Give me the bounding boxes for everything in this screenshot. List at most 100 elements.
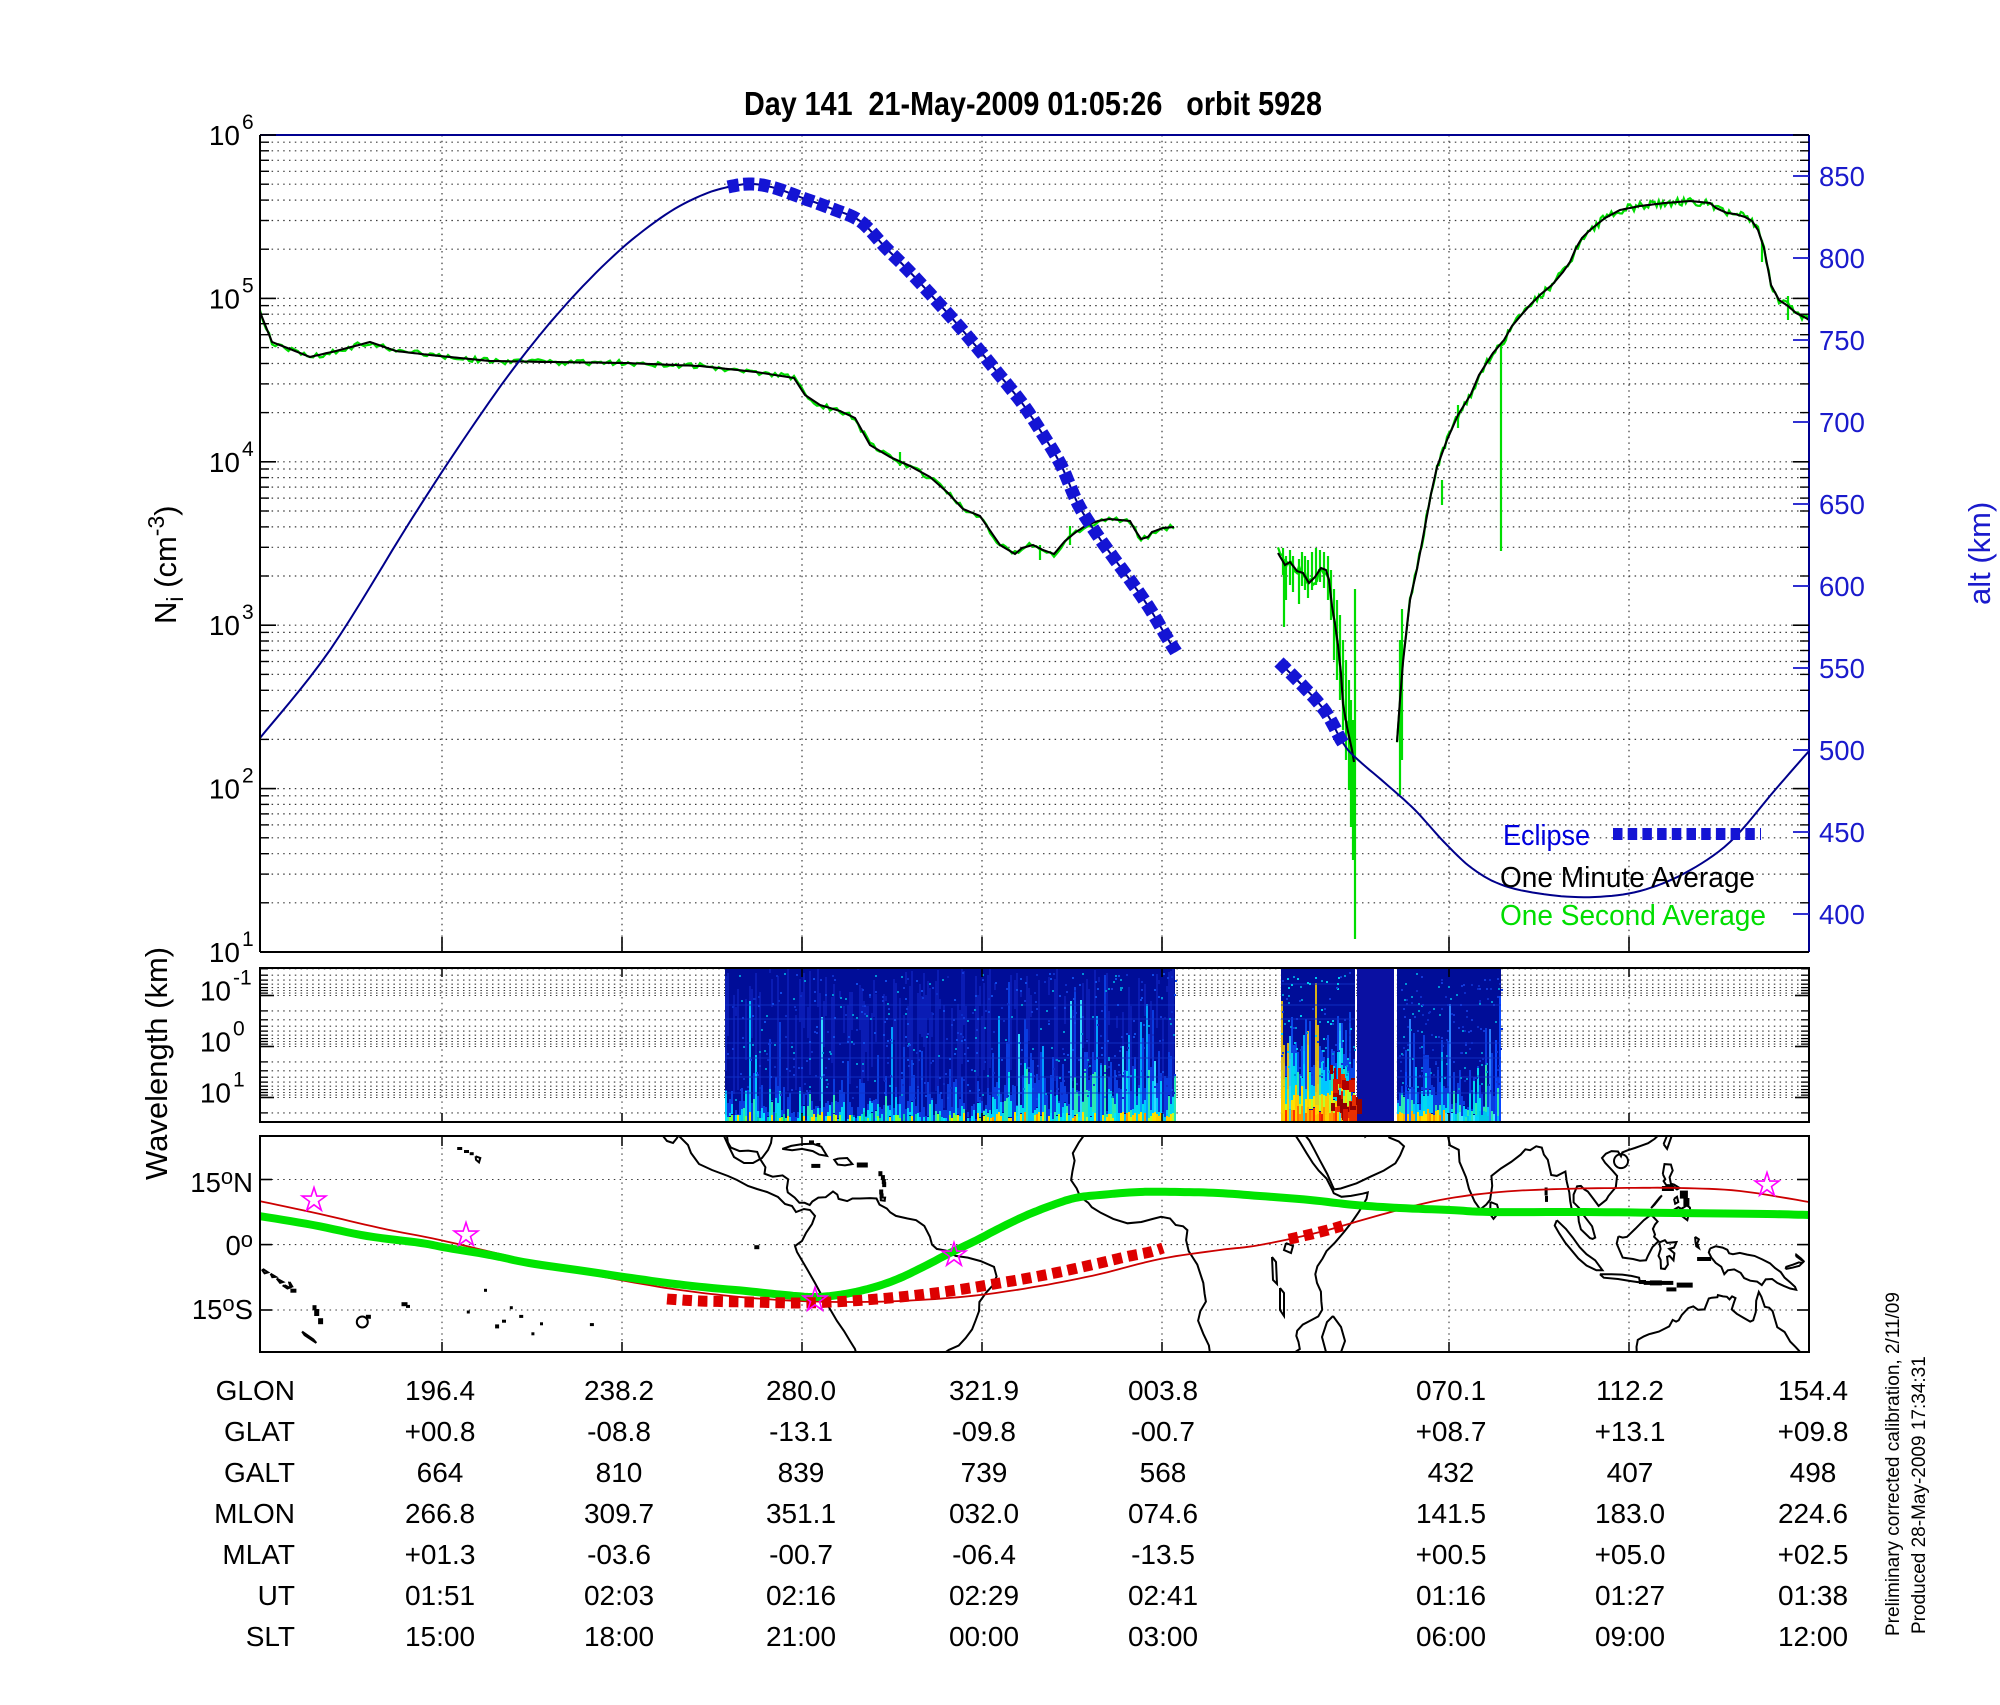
svg-text:-13.5: -13.5 — [1131, 1539, 1195, 1570]
svg-text:01:27: 01:27 — [1595, 1580, 1665, 1611]
svg-text:06:00: 06:00 — [1416, 1621, 1486, 1652]
svg-text:196.4: 196.4 — [405, 1375, 475, 1406]
svg-text:183.0: 183.0 — [1595, 1498, 1665, 1529]
svg-text:10: 10 — [209, 120, 240, 151]
svg-text:407: 407 — [1607, 1457, 1654, 1488]
svg-text:10: 10 — [200, 1027, 231, 1058]
svg-text:02:16: 02:16 — [766, 1580, 836, 1611]
svg-text:+08.7: +08.7 — [1416, 1416, 1487, 1447]
svg-text:02:41: 02:41 — [1128, 1580, 1198, 1611]
svg-text:01:51: 01:51 — [405, 1580, 475, 1611]
svg-text:10: 10 — [209, 774, 240, 805]
svg-text:+02.5: +02.5 — [1778, 1539, 1849, 1570]
svg-text:One Minute Average: One Minute Average — [1500, 862, 1755, 894]
svg-text:02:29: 02:29 — [949, 1580, 1019, 1611]
svg-text:+00.8: +00.8 — [405, 1416, 476, 1447]
svg-text:15:00: 15:00 — [405, 1621, 475, 1652]
svg-text:+05.0: +05.0 — [1595, 1539, 1666, 1570]
svg-text:032.0: 032.0 — [949, 1498, 1019, 1529]
svg-text:154.4: 154.4 — [1778, 1375, 1848, 1406]
svg-text:01:38: 01:38 — [1778, 1580, 1848, 1611]
svg-text:-00.7: -00.7 — [769, 1539, 833, 1570]
svg-text:-1: -1 — [233, 967, 252, 990]
svg-text:238.2: 238.2 — [584, 1375, 654, 1406]
svg-text:3: 3 — [242, 601, 254, 624]
svg-text:-13.1: -13.1 — [769, 1416, 833, 1447]
svg-text:09:00: 09:00 — [1595, 1621, 1665, 1652]
svg-text:One Second Average: One Second Average — [1500, 900, 1766, 932]
svg-text:MLAT: MLAT — [222, 1539, 295, 1570]
svg-text:12:00: 12:00 — [1778, 1621, 1848, 1652]
svg-text:03:00: 03:00 — [1128, 1621, 1198, 1652]
svg-text:-03.6: -03.6 — [587, 1539, 651, 1570]
svg-text:5: 5 — [242, 274, 254, 297]
svg-text:739: 739 — [961, 1457, 1008, 1488]
svg-text:-00.7: -00.7 — [1131, 1416, 1195, 1447]
svg-text:309.7: 309.7 — [584, 1498, 654, 1529]
svg-text:568: 568 — [1140, 1457, 1187, 1488]
svg-text:600: 600 — [1819, 571, 1865, 602]
svg-text:01:16: 01:16 — [1416, 1580, 1486, 1611]
svg-text:498: 498 — [1790, 1457, 1837, 1488]
svg-text:+13.1: +13.1 — [1595, 1416, 1666, 1447]
svg-text:800: 800 — [1819, 243, 1865, 274]
svg-text:-08.8: -08.8 — [587, 1416, 651, 1447]
svg-text:432: 432 — [1428, 1457, 1475, 1488]
svg-text:280.0: 280.0 — [766, 1375, 836, 1406]
svg-text:+09.8: +09.8 — [1778, 1416, 1849, 1447]
svg-text:MLON: MLON — [214, 1498, 295, 1529]
svg-text:1: 1 — [233, 1069, 245, 1092]
svg-text:Ni (cm-3): Ni (cm-3) — [143, 505, 188, 624]
svg-text:500: 500 — [1819, 735, 1865, 766]
svg-text:GLON: GLON — [216, 1375, 295, 1406]
svg-text:351.1: 351.1 — [766, 1498, 836, 1529]
svg-text:Preliminary corrected calibrat: Preliminary corrected calibration, 2/11/… — [1883, 1292, 1904, 1636]
svg-text:550: 550 — [1819, 653, 1865, 684]
svg-text:650: 650 — [1819, 489, 1865, 520]
svg-text:00:00: 00:00 — [949, 1621, 1019, 1652]
svg-text:GLAT: GLAT — [224, 1416, 295, 1447]
svg-text:1: 1 — [242, 928, 254, 951]
svg-text:10: 10 — [209, 283, 240, 314]
svg-text:321.9: 321.9 — [949, 1375, 1019, 1406]
svg-text:700: 700 — [1819, 407, 1865, 438]
svg-text:224.6: 224.6 — [1778, 1498, 1848, 1529]
svg-text:450: 450 — [1819, 817, 1865, 848]
svg-text:Wavelength (km): Wavelength (km) — [139, 947, 174, 1180]
svg-text:10: 10 — [209, 937, 240, 968]
svg-text:-09.8: -09.8 — [952, 1416, 1016, 1447]
svg-text:Eclipse: Eclipse — [1503, 820, 1590, 852]
svg-text:UT: UT — [258, 1580, 295, 1611]
svg-text:070.1: 070.1 — [1416, 1375, 1486, 1406]
svg-text:400: 400 — [1819, 899, 1865, 930]
svg-text:850: 850 — [1819, 161, 1865, 192]
svg-text:21:00: 21:00 — [766, 1621, 836, 1652]
svg-text:6: 6 — [242, 111, 254, 134]
svg-text:4: 4 — [242, 438, 254, 461]
svg-text:alt (km): alt (km) — [1962, 502, 1997, 605]
svg-text:10: 10 — [209, 610, 240, 641]
svg-text:141.5: 141.5 — [1416, 1498, 1486, 1529]
svg-text:266.8: 266.8 — [405, 1498, 475, 1529]
svg-text:Day 141 21-May-2009 01:05:26: Day 141 21-May-2009 01:05:26 orbit 5928 — [744, 85, 1322, 122]
svg-text:810: 810 — [596, 1457, 643, 1488]
svg-text:GALT: GALT — [224, 1457, 295, 1488]
svg-text:0: 0 — [233, 1018, 245, 1041]
svg-text:18:00: 18:00 — [584, 1621, 654, 1652]
svg-text:003.8: 003.8 — [1128, 1375, 1198, 1406]
svg-text:Produced 28-May-2009 17:34:31: Produced 28-May-2009 17:34:31 — [1909, 1356, 1930, 1634]
svg-text:750: 750 — [1819, 325, 1865, 356]
svg-text:10: 10 — [200, 1078, 231, 1109]
svg-text:SLT: SLT — [246, 1621, 295, 1652]
svg-text:10: 10 — [200, 976, 231, 1007]
svg-text:2: 2 — [242, 765, 254, 788]
svg-text:112.2: 112.2 — [1596, 1375, 1664, 1406]
svg-text:15oN: 15oN — [190, 1164, 253, 1198]
svg-text:074.6: 074.6 — [1128, 1498, 1198, 1529]
svg-text:839: 839 — [778, 1457, 825, 1488]
svg-text:10: 10 — [209, 447, 240, 478]
svg-text:664: 664 — [417, 1457, 464, 1488]
svg-text:+00.5: +00.5 — [1416, 1539, 1487, 1570]
svg-text:-06.4: -06.4 — [952, 1539, 1016, 1570]
svg-text:+01.3: +01.3 — [405, 1539, 476, 1570]
